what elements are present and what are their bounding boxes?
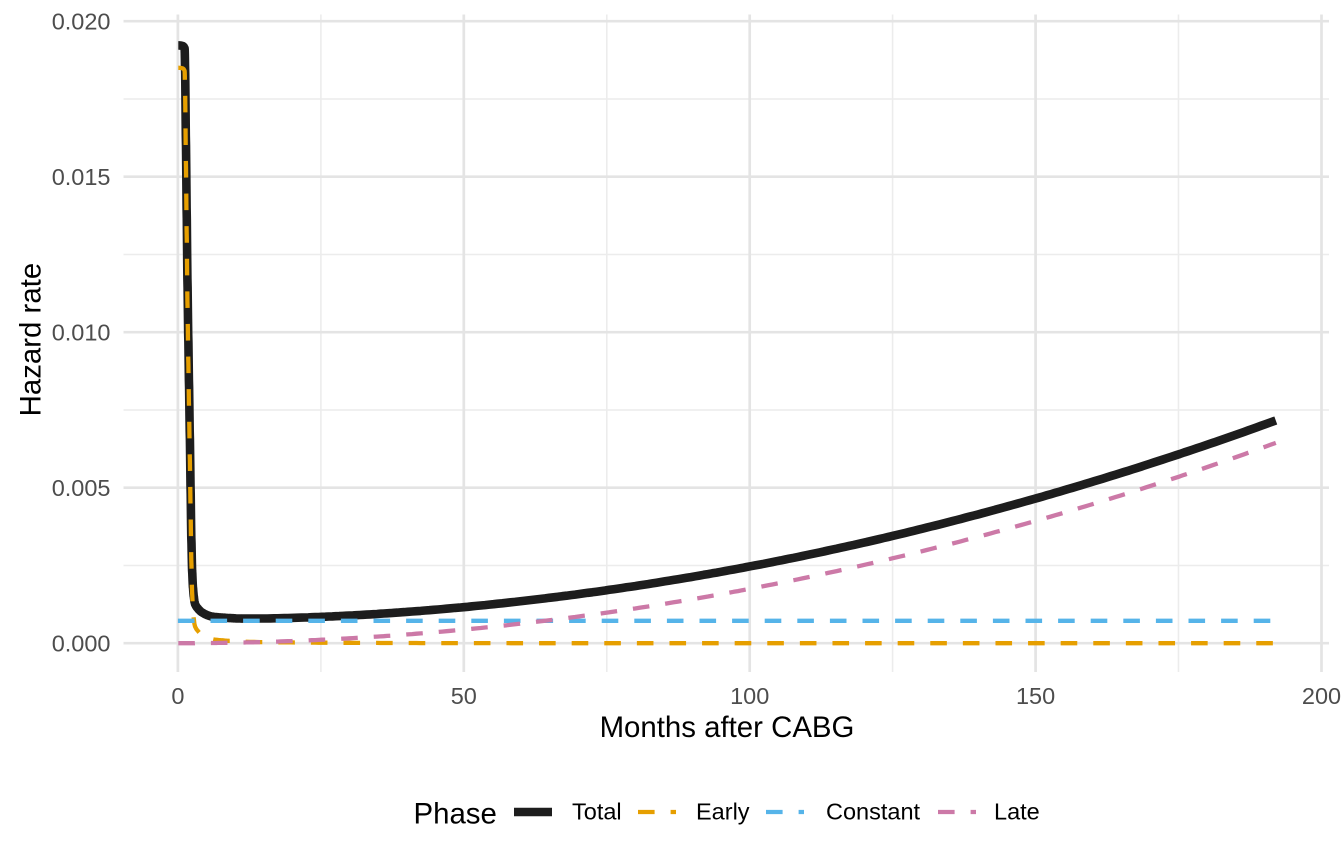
svg-text:Months after CABG: Months after CABG — [600, 711, 855, 744]
svg-text:Total: Total — [572, 799, 622, 825]
svg-text:Late: Late — [994, 799, 1040, 825]
svg-text:200: 200 — [1302, 683, 1341, 709]
svg-text:50: 50 — [451, 683, 477, 709]
svg-text:0.020: 0.020 — [52, 9, 111, 35]
svg-text:Phase: Phase — [414, 798, 497, 831]
svg-text:0.010: 0.010 — [52, 320, 111, 346]
svg-text:100: 100 — [730, 683, 769, 709]
svg-text:0.015: 0.015 — [52, 164, 111, 190]
svg-text:0.005: 0.005 — [52, 475, 111, 501]
svg-text:Constant: Constant — [826, 799, 921, 825]
svg-text:Hazard rate: Hazard rate — [15, 263, 48, 417]
svg-text:0.000: 0.000 — [52, 631, 111, 657]
svg-text:Early: Early — [696, 799, 750, 825]
svg-text:150: 150 — [1016, 683, 1055, 709]
svg-text:0: 0 — [171, 683, 184, 709]
